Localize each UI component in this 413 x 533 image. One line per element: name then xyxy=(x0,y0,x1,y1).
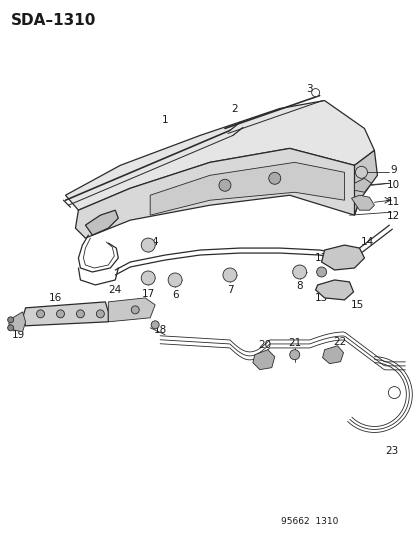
Circle shape xyxy=(268,172,280,184)
Circle shape xyxy=(168,273,182,287)
Circle shape xyxy=(151,321,159,329)
Text: 24: 24 xyxy=(109,285,122,295)
Text: 10: 10 xyxy=(386,180,399,190)
Circle shape xyxy=(387,386,399,399)
Circle shape xyxy=(311,88,319,96)
Text: 16: 16 xyxy=(49,293,62,303)
Polygon shape xyxy=(354,150,377,215)
Circle shape xyxy=(76,310,84,318)
Circle shape xyxy=(292,265,306,279)
Polygon shape xyxy=(354,179,370,192)
Text: 13: 13 xyxy=(314,253,328,263)
Text: 22: 22 xyxy=(332,337,345,347)
Circle shape xyxy=(8,325,14,331)
Text: 95662  1310: 95662 1310 xyxy=(280,516,337,526)
Circle shape xyxy=(141,238,155,252)
Polygon shape xyxy=(108,298,155,322)
Text: 18: 18 xyxy=(153,325,166,335)
Circle shape xyxy=(141,271,155,285)
Text: 20: 20 xyxy=(258,340,271,350)
Text: 19: 19 xyxy=(12,330,25,340)
Circle shape xyxy=(56,310,64,318)
Polygon shape xyxy=(322,346,343,364)
Text: 12: 12 xyxy=(386,211,399,221)
Text: SDA–1310: SDA–1310 xyxy=(11,13,96,28)
Text: 2: 2 xyxy=(231,103,237,114)
Text: 13: 13 xyxy=(314,293,328,303)
Polygon shape xyxy=(315,280,353,300)
Polygon shape xyxy=(9,312,26,332)
Circle shape xyxy=(96,310,104,318)
Text: 4: 4 xyxy=(152,237,158,247)
Circle shape xyxy=(355,166,367,179)
Polygon shape xyxy=(65,101,373,210)
Text: 17: 17 xyxy=(141,289,154,299)
Polygon shape xyxy=(150,163,344,215)
Text: 23: 23 xyxy=(384,446,397,456)
Circle shape xyxy=(131,306,139,314)
Circle shape xyxy=(8,317,14,323)
Circle shape xyxy=(36,310,45,318)
Text: 8: 8 xyxy=(296,281,302,291)
Polygon shape xyxy=(23,302,108,326)
Circle shape xyxy=(223,268,236,282)
Polygon shape xyxy=(85,210,118,235)
Text: 15: 15 xyxy=(350,300,363,310)
Polygon shape xyxy=(252,350,274,370)
Text: 9: 9 xyxy=(389,165,396,175)
Text: 11: 11 xyxy=(386,197,399,207)
Text: 21: 21 xyxy=(287,338,301,348)
Text: 14: 14 xyxy=(360,237,373,247)
Circle shape xyxy=(218,179,230,191)
Polygon shape xyxy=(321,245,363,270)
Polygon shape xyxy=(75,148,358,238)
Text: 7: 7 xyxy=(226,285,233,295)
Circle shape xyxy=(289,350,299,360)
Text: 3: 3 xyxy=(306,84,312,94)
Polygon shape xyxy=(351,195,373,210)
Text: 1: 1 xyxy=(161,116,168,125)
Text: 6: 6 xyxy=(171,290,178,300)
Circle shape xyxy=(316,267,326,277)
